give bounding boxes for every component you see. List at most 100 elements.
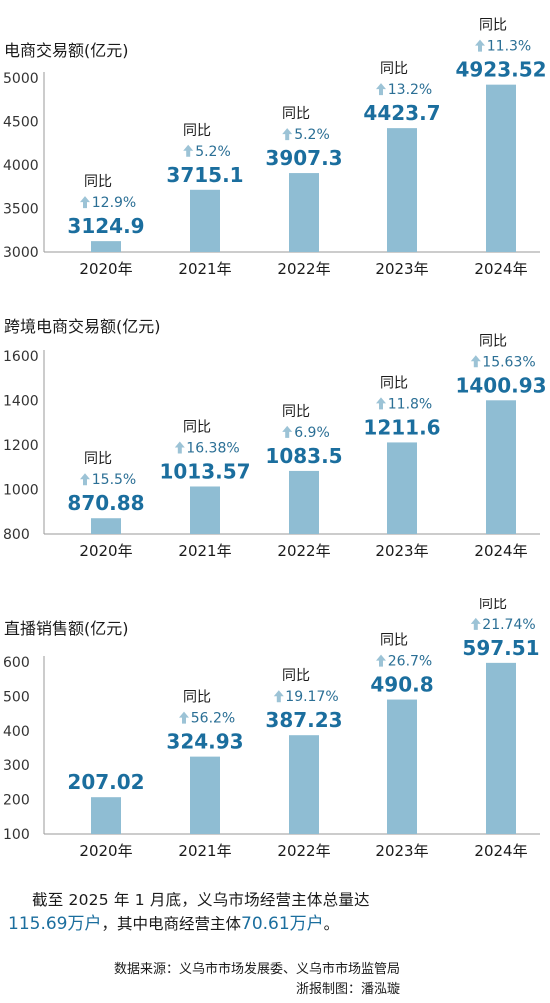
bar	[486, 84, 516, 252]
yoy-label: 同比	[380, 633, 408, 649]
y-tick-label: 4500	[3, 115, 39, 131]
bar	[190, 189, 220, 252]
data-label: 490.8	[370, 673, 433, 697]
data-label: 1083.5	[265, 444, 342, 468]
yoy-label: 同比	[183, 690, 211, 706]
x-tick-label: 2023年	[375, 542, 428, 560]
bar	[190, 486, 220, 534]
yoy-percent: 56.2%	[191, 711, 235, 727]
chart-title: 电商交易额(亿元)	[4, 41, 129, 60]
bar	[387, 128, 417, 252]
yoy-percent: 11.3%	[487, 39, 531, 55]
y-tick-label: 400	[3, 724, 30, 740]
data-label: 1400.93	[455, 373, 546, 397]
up-arrow-icon	[376, 397, 386, 410]
bar	[486, 662, 516, 834]
up-arrow-icon	[376, 83, 386, 96]
data-label: 387.23	[265, 708, 342, 732]
data-source: 数据来源：义乌市市场发展委、义乌市市场监管局	[113, 962, 400, 977]
up-arrow-icon	[179, 711, 189, 724]
bar	[91, 241, 121, 252]
yoy-percent: 5.2%	[195, 144, 231, 160]
bar	[289, 470, 319, 534]
yoy-label: 同比	[183, 419, 211, 435]
total-entities-value: 115.69万户	[8, 914, 102, 934]
y-tick-label: 1000	[3, 483, 39, 499]
yoy-percent: 26.7%	[388, 654, 432, 670]
x-tick-label: 2024年	[474, 542, 527, 560]
y-tick-label: 100	[3, 827, 30, 843]
x-tick-label: 2021年	[178, 260, 231, 278]
yoy-label: 同比	[479, 598, 507, 612]
data-label: 4423.7	[363, 101, 440, 125]
y-tick-label: 5000	[3, 71, 39, 87]
x-tick-label: 2022年	[277, 842, 330, 860]
y-tick-label: 1600	[3, 349, 39, 365]
x-tick-label: 2020年	[79, 842, 132, 860]
yoy-label: 同比	[380, 375, 408, 391]
yoy-label: 同比	[479, 18, 507, 34]
up-arrow-icon	[282, 425, 293, 438]
chart-title: 跨境电商交易额(亿元)	[4, 317, 161, 336]
summary-connector: ，其中电商经营主体	[101, 915, 241, 933]
bar	[387, 699, 417, 834]
summary-line-2: 115.69万户，其中电商经营主体70.61万户。	[8, 912, 528, 936]
up-arrow-icon	[470, 355, 481, 368]
y-tick-label: 4000	[3, 158, 39, 174]
graphic-credit: 浙报制图：潘泓璇	[295, 982, 400, 997]
yoy-percent: 11.8%	[388, 396, 432, 412]
y-tick-label: 500	[3, 689, 30, 705]
yoy-label: 同比	[183, 123, 211, 139]
data-label: 207.02	[67, 770, 144, 794]
data-label: 3715.1	[166, 163, 243, 187]
data-label: 3124.9	[67, 214, 144, 238]
yoy-label: 同比	[282, 668, 310, 684]
yoy-percent: 15.5%	[92, 472, 136, 488]
x-tick-label: 2020年	[79, 260, 132, 278]
yoy-label: 同比	[479, 333, 507, 349]
y-tick-label: 3000	[3, 245, 39, 261]
up-arrow-icon	[174, 441, 185, 454]
data-label: 3907.3	[265, 146, 342, 170]
bar	[289, 173, 319, 252]
livestream-sales-chart: 直播销售额(亿元) 100 200 300 400 500 600 2020年 207.02 20…	[3, 598, 540, 860]
data-label: 324.93	[166, 730, 243, 754]
cross-border-ecommerce-chart: 跨境电商交易额(亿元) 800 1000 1200 1400 1600 2020年 870.8…	[3, 317, 547, 560]
up-arrow-icon	[475, 39, 485, 52]
data-label: 1211.6	[363, 415, 440, 439]
x-tick-label: 2023年	[375, 842, 428, 860]
bar	[91, 518, 121, 534]
yoy-percent: 6.9%	[294, 425, 330, 441]
x-tick-label: 2024年	[474, 842, 527, 860]
y-tick-label: 1200	[3, 438, 39, 454]
y-tick-label: 600	[3, 655, 30, 671]
yoy-label: 同比	[84, 174, 112, 190]
x-tick-label: 2023年	[375, 260, 428, 278]
y-tick-label: 1400	[3, 394, 39, 410]
yoy-percent: 19.17%	[285, 689, 338, 705]
y-tick-label: 200	[3, 793, 30, 809]
data-label: 4923.52	[455, 58, 546, 82]
ecommerce-volume-chart: 电商交易额(亿元) 3000 3500 4000 4500 5000 2020年 3124.9…	[3, 18, 547, 278]
summary-line-1: 截至 2025 年 1 月底，义乌市场经营主体总量达	[32, 891, 370, 909]
x-tick-label: 2020年	[79, 542, 132, 560]
x-tick-label: 2022年	[277, 260, 330, 278]
chart-title: 直播销售额(亿元)	[4, 619, 129, 638]
y-tick-label: 300	[3, 758, 30, 774]
yoy-label: 同比	[282, 106, 310, 122]
x-tick-label: 2021年	[178, 842, 231, 860]
up-arrow-icon	[80, 473, 90, 486]
summary-text: 截至 2025 年 1 月底，义乌市场经营主体总量达 115.69万户，其中电商…	[8, 888, 528, 936]
data-label: 870.88	[67, 491, 144, 515]
data-label: 597.51	[462, 636, 539, 660]
yoy-percent: 13.2%	[388, 82, 432, 98]
bar	[190, 756, 220, 834]
bar	[486, 400, 516, 534]
x-tick-label: 2021年	[178, 542, 231, 560]
data-label: 1013.57	[159, 459, 250, 483]
up-arrow-icon	[183, 144, 194, 157]
ecommerce-entities-value: 70.61万户	[241, 914, 324, 934]
x-tick-label: 2024年	[474, 260, 527, 278]
yoy-label: 同比	[282, 404, 310, 420]
y-tick-label: 800	[3, 527, 30, 543]
